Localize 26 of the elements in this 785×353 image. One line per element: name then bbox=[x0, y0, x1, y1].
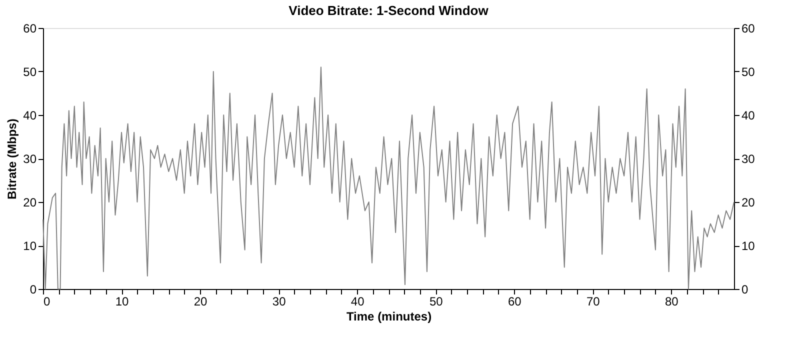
y-tick-label: 60 bbox=[23, 22, 37, 36]
y2-tick-label: 0 bbox=[742, 282, 748, 296]
x-tick-label: 80 bbox=[665, 294, 679, 308]
y2-tick-label: 10 bbox=[742, 239, 756, 253]
y-tick-label: 20 bbox=[23, 196, 37, 210]
x-tick-label: 20 bbox=[194, 294, 208, 308]
y-tick-label: 50 bbox=[23, 65, 37, 79]
x-tick-label: 70 bbox=[586, 294, 600, 308]
y2-tick-label: 30 bbox=[742, 152, 756, 166]
y-tick-label: 30 bbox=[23, 152, 37, 166]
y2-tick-label: 50 bbox=[742, 65, 756, 79]
x-tick-label: 10 bbox=[115, 294, 130, 308]
x-tick-label: 0 bbox=[44, 294, 50, 308]
x-tick-label: 60 bbox=[508, 294, 522, 308]
chart-title: Video Bitrate: 1-Second Window bbox=[288, 3, 490, 18]
x-tick-label: 40 bbox=[350, 294, 365, 308]
x-tick-label: 30 bbox=[272, 294, 286, 308]
x-tick-label: 50 bbox=[429, 294, 444, 308]
y2-tick-label: 40 bbox=[742, 108, 756, 122]
y-tick-label: 0 bbox=[30, 282, 37, 296]
y-axis-title: Bitrate (Mbps) bbox=[5, 118, 20, 200]
y-tick-label: 40 bbox=[23, 108, 37, 122]
y2-tick-label: 20 bbox=[742, 196, 756, 210]
y2-tick-label: 60 bbox=[742, 22, 756, 36]
x-axis-title: Time (minutes) bbox=[346, 310, 432, 324]
y-tick-label: 10 bbox=[23, 239, 37, 253]
